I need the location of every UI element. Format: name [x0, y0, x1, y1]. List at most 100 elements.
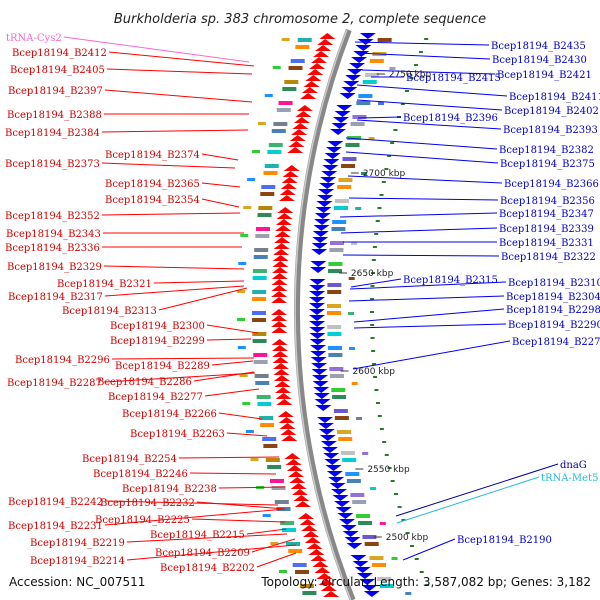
forward-gene-arrow [271, 291, 288, 297]
forward-gene-arrow [304, 537, 321, 543]
feature-block [330, 241, 345, 245]
leader-line [126, 533, 288, 543]
feature-block [297, 38, 312, 42]
gene-label-left: Bcep18194_B2266 [122, 409, 217, 420]
feature-block [362, 80, 377, 84]
feature-block [327, 290, 342, 294]
forward-gene-arrow [271, 279, 288, 285]
leader-line [218, 412, 263, 420]
forward-gene-arrow [275, 225, 292, 231]
forward-gene-arrow [276, 399, 293, 405]
forward-gene-arrow [285, 459, 302, 465]
feature-block [356, 101, 371, 105]
feature-tick [371, 272, 376, 274]
gene-label-right: Bcep18194_B2315 [403, 275, 498, 286]
gene-label-right: Bcep18194_B2331 [499, 238, 594, 249]
right-gene-labels: Bcep18194_B2435 Bcep18194_B2430 Bcep18194_… [339, 41, 600, 561]
leader-line [104, 500, 279, 506]
leader-line [196, 501, 286, 510]
gene-label-left: Bcep18194_B2352 [5, 211, 100, 222]
feature-block [264, 164, 279, 168]
reverse-gene-arrow [353, 51, 370, 57]
gene-label-right: Bcep18194_B2279 [512, 337, 600, 348]
forward-gene-arrow [302, 531, 319, 537]
reverse-gene-arrow [314, 213, 331, 219]
forward-gene-arrow [271, 345, 288, 351]
reverse-gene-arrow [309, 285, 326, 291]
leader-line [63, 36, 250, 63]
forward-gene-arrow [273, 243, 290, 249]
forward-gene-arrow [305, 75, 322, 81]
feature-block [355, 207, 362, 210]
feature-block [254, 248, 269, 252]
feature-block [347, 136, 362, 140]
reverse-gene-arrow [332, 495, 349, 501]
gene-label-left: Bcep18194_B2215 [150, 530, 245, 541]
feature-tick [384, 454, 389, 456]
feature-block [263, 171, 278, 175]
reverse-gene-arrow [314, 399, 331, 405]
forward-gene-arrow [275, 219, 292, 225]
reverse-gene-arrow [331, 489, 348, 495]
leader-line [339, 212, 498, 218]
forward-gene-arrow [276, 213, 293, 219]
feature-block [295, 45, 310, 49]
feature-block [268, 143, 283, 147]
feature-tick [397, 506, 402, 508]
feature-block [332, 220, 347, 224]
reverse-gene-arrow [323, 159, 340, 165]
forward-gene-arrow [323, 591, 340, 597]
feature-block [271, 486, 286, 490]
reverse-gene-arrow [310, 267, 327, 273]
feature-block [273, 122, 288, 126]
reverse-gene-arrow [309, 339, 326, 345]
gene-label-left: Bcep18194_B2405 [10, 65, 105, 76]
feature-block [238, 262, 247, 265]
forward-gene-arrow [286, 465, 303, 471]
feature-block [335, 199, 350, 203]
feature-block [252, 297, 267, 301]
gene-label-left: Bcep18194_B2384 [5, 128, 100, 139]
forward-gene-arrow [271, 309, 288, 315]
forward-gene-arrow [301, 87, 318, 93]
reverse-gene-arrow [312, 375, 329, 381]
feature-block [329, 367, 344, 371]
gene-label-left: Bcep18194_B2254 [82, 454, 177, 465]
feature-tick [382, 441, 387, 443]
forward-gene-arrow [277, 207, 294, 213]
feature-block [252, 276, 267, 280]
reverse-gene-arrow [309, 333, 326, 339]
gene-label-right: Bcep18194_B2411 [509, 92, 600, 103]
reverse-gene-arrow [319, 435, 336, 441]
leader-line [206, 324, 259, 334]
feature-block [337, 185, 352, 189]
feature-block [356, 514, 371, 518]
reverse-gene-arrow [310, 351, 327, 357]
feature-block [237, 290, 246, 293]
forward-gene-arrow [293, 495, 310, 501]
feature-tick [370, 285, 375, 287]
feature-block [352, 500, 367, 504]
forward-gene-arrow [277, 411, 294, 417]
reverse-gene-arrow [309, 345, 326, 351]
feature-block [239, 374, 248, 377]
reverse-gene-arrow [330, 129, 347, 135]
feature-block [329, 248, 344, 252]
feature-block [276, 108, 291, 112]
forward-gene-arrow [312, 561, 329, 567]
leader-line [395, 463, 559, 517]
reverse-gene-arrow [329, 483, 346, 489]
feature-block [286, 542, 301, 546]
leader-line [126, 544, 297, 561]
feature-block [327, 304, 342, 308]
forward-gene-arrow [272, 363, 289, 369]
gene-label-right: Bcep18194_B2396 [403, 113, 498, 124]
reverse-gene-arrow [346, 543, 363, 549]
gene-label-left: Bcep18194_B2317 [8, 292, 103, 303]
leader-line [246, 528, 287, 535]
feature-tick [379, 194, 384, 196]
leader-line [103, 265, 245, 270]
gene-features [237, 33, 430, 597]
gene-label-left: Bcep18194_B2246 [93, 469, 188, 480]
feature-tick [370, 324, 375, 326]
